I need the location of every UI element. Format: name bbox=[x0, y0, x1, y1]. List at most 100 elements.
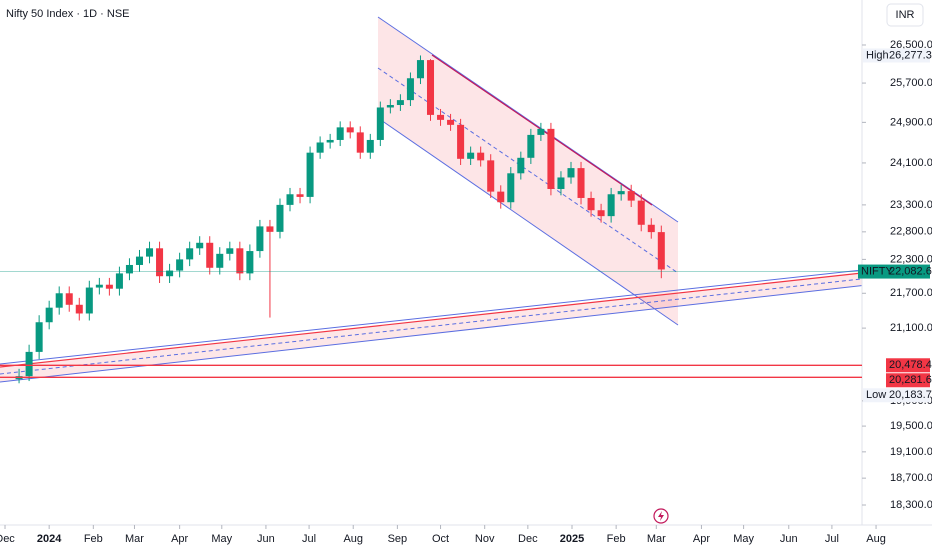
candle-body bbox=[256, 226, 264, 252]
x-tick-label: Apr bbox=[693, 533, 710, 545]
y-tick-label: 24,900.00 bbox=[890, 116, 932, 128]
y-tick-label: 24,100.00 bbox=[890, 157, 932, 169]
x-tick-label: May bbox=[733, 533, 754, 545]
candle-body bbox=[206, 242, 214, 268]
price-marker-box bbox=[886, 264, 930, 279]
y-tick-label: 22,800.00 bbox=[890, 226, 932, 238]
candle-body bbox=[186, 248, 194, 260]
candle-body bbox=[527, 134, 535, 158]
x-tick-label: 2024 bbox=[37, 533, 62, 545]
x-tick-label: Dec bbox=[0, 533, 15, 545]
x-tick-label: Oct bbox=[432, 533, 449, 545]
events-bolt bbox=[658, 511, 664, 521]
channel-lower bbox=[377, 117, 679, 326]
candle-body bbox=[346, 127, 354, 133]
candle-body bbox=[75, 304, 83, 314]
candle-body bbox=[166, 270, 174, 277]
candle-body bbox=[176, 259, 184, 271]
candle-body bbox=[135, 256, 143, 265]
candle-body bbox=[95, 284, 103, 288]
rising-mid bbox=[0, 277, 871, 375]
price-marker-box bbox=[886, 388, 930, 403]
x-tick-label: Aug bbox=[343, 533, 363, 545]
candle-body bbox=[85, 287, 93, 314]
x-tick-label: Jul bbox=[302, 533, 316, 545]
x-tick-label: Aug bbox=[866, 533, 886, 545]
candle-body bbox=[35, 322, 43, 352]
candle-body bbox=[657, 232, 665, 270]
y-tick-label: 21,100.00 bbox=[890, 322, 932, 334]
x-tick-label: Mar bbox=[125, 533, 144, 545]
price-marker-name-box bbox=[858, 264, 886, 279]
candle-body bbox=[577, 168, 585, 198]
x-tick-label: Jul bbox=[825, 533, 839, 545]
candle-body bbox=[115, 273, 123, 289]
candle-body bbox=[507, 173, 515, 203]
candle-body bbox=[426, 60, 435, 115]
price-marker-name-box bbox=[863, 48, 886, 63]
candle-body bbox=[306, 152, 314, 197]
channel-fill bbox=[378, 17, 678, 325]
candle-body bbox=[537, 128, 545, 135]
candle-body bbox=[467, 152, 475, 159]
rising-fill bbox=[0, 273, 885, 382]
candle-body bbox=[487, 160, 495, 192]
candle-body bbox=[316, 142, 324, 153]
candle-body bbox=[286, 194, 294, 205]
candle-body bbox=[547, 128, 555, 189]
currency-button[interactable] bbox=[886, 3, 924, 27]
candle-body bbox=[447, 119, 455, 125]
candle-body bbox=[376, 107, 384, 140]
price-marker-name: Low bbox=[866, 389, 886, 401]
candle-body bbox=[125, 264, 133, 274]
candle-body bbox=[457, 124, 465, 159]
price-marker-name: High bbox=[866, 49, 889, 61]
rising-upper bbox=[0, 269, 863, 365]
channel-upper bbox=[377, 16, 679, 223]
candle-body bbox=[105, 284, 113, 289]
price-marker-box bbox=[886, 373, 930, 388]
candle-body bbox=[45, 307, 53, 323]
y-tick-label: 18,700.00 bbox=[890, 472, 932, 484]
rising-red bbox=[0, 272, 863, 368]
candle-body bbox=[396, 100, 404, 106]
x-tick-label: Mar bbox=[647, 533, 666, 545]
candles bbox=[15, 55, 665, 384]
candle-body bbox=[406, 78, 414, 101]
candle-body bbox=[567, 168, 575, 178]
candle-body bbox=[386, 105, 394, 108]
y-tick-label: 25,700.00 bbox=[890, 77, 932, 89]
x-tick-label: Jun bbox=[780, 533, 798, 545]
candle-body bbox=[497, 191, 505, 203]
candle-body bbox=[597, 210, 605, 217]
candle-body bbox=[326, 139, 334, 143]
candle-body bbox=[617, 191, 625, 195]
candle-body bbox=[55, 293, 63, 308]
y-tick-label: 18,300.00 bbox=[890, 499, 932, 511]
candle-body bbox=[236, 248, 244, 274]
y-tick-label: 19,100.00 bbox=[890, 446, 932, 458]
candle-body bbox=[517, 157, 525, 174]
price-marker-name-box bbox=[863, 388, 886, 403]
candle-body bbox=[587, 197, 595, 211]
candle-body bbox=[607, 194, 615, 217]
currency[interactable]: INR bbox=[896, 9, 915, 21]
candle-body bbox=[416, 60, 424, 79]
candle-body bbox=[266, 226, 274, 232]
y-tick-label: 21,700.00 bbox=[890, 287, 932, 299]
candle-body bbox=[637, 200, 645, 225]
x-tick-label: Feb bbox=[84, 533, 103, 545]
price-marker-value: 20,183.70 bbox=[889, 389, 932, 401]
x-tick-label: Nov bbox=[475, 533, 495, 545]
x-tick-label: 2025 bbox=[560, 533, 584, 545]
price-marker-value: 20,478.40 bbox=[889, 359, 932, 371]
x-tick-label: Jun bbox=[257, 533, 275, 545]
x-tick-label: May bbox=[211, 533, 232, 545]
rising-lower bbox=[0, 282, 886, 383]
y-tick-label: 22,300.00 bbox=[890, 253, 932, 265]
candle-body bbox=[276, 204, 284, 232]
price-marker-value: 20,281.65 bbox=[889, 374, 932, 386]
candle-body bbox=[216, 253, 224, 268]
y-tick-label: 26,500.00 bbox=[890, 39, 932, 51]
